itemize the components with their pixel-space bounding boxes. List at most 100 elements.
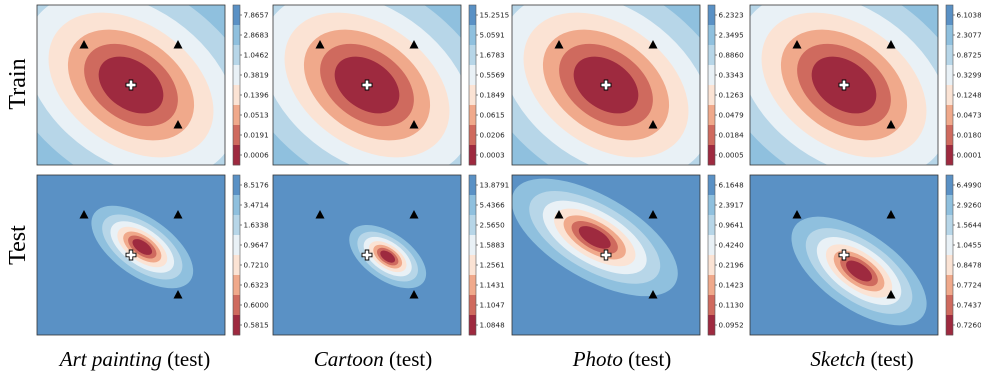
colorbar-tick-label: 5.0591 xyxy=(480,31,505,40)
colorbar-tick-label: 1.2561 xyxy=(480,261,505,270)
colorbar-segment xyxy=(708,105,715,126)
column-label-art-painting-suffix: (test) xyxy=(162,347,210,371)
colorbar-tick-label: 1.5883 xyxy=(480,241,505,250)
triangle-marker xyxy=(409,210,419,219)
colorbar-segment xyxy=(946,25,953,46)
colorbar-tick-label: 0.0473 xyxy=(957,111,981,120)
colorbar-tick-label: 1.0848 xyxy=(480,321,506,330)
triangle-marker xyxy=(173,120,183,129)
triangle-marker xyxy=(315,210,325,219)
triangle-marker xyxy=(173,40,183,49)
colorbar-tick-label: 1.6338 xyxy=(244,221,270,230)
triangle-marker xyxy=(315,40,325,49)
colorbar-tick-label: 0.3819 xyxy=(244,71,270,80)
colorbar-frame xyxy=(232,174,241,336)
colorbar: 7.8657 2.8683 1.0462 0.3819 0.1396 0.0513 0.01… xyxy=(232,4,270,166)
column-label-photo: Photo (test) xyxy=(572,347,672,371)
column-label-sketch-domain: Sketch xyxy=(810,347,865,371)
triangle-marker xyxy=(792,210,802,219)
triangle-marker xyxy=(886,210,896,219)
colorbar-segment xyxy=(233,315,240,336)
colorbar-segment xyxy=(469,235,476,256)
colorbar-tick-label: 0.1423 xyxy=(719,281,744,290)
panel-frame xyxy=(511,4,701,166)
colorbar-tick-label: 0.1396 xyxy=(244,91,270,100)
column-label-cartoon-suffix: (test) xyxy=(384,347,432,371)
colorbar-segment xyxy=(946,175,953,196)
contour-fill xyxy=(750,175,938,335)
colorbar: 8.5176 3.4714 1.6338 0.9647 0.7210 0.6323 0.60… xyxy=(232,174,270,336)
colorbar-segment xyxy=(469,315,476,336)
colorbar-segment xyxy=(233,125,240,146)
colorbar-segment xyxy=(708,85,715,106)
colorbar-segment xyxy=(233,145,240,166)
colorbar-segment xyxy=(469,145,476,166)
colorbar-tick-label: 6.1648 xyxy=(719,181,745,190)
colorbar-segment xyxy=(469,275,476,296)
colorbar-frame xyxy=(707,174,716,336)
colorbar-segment xyxy=(708,275,715,296)
triangle-marker xyxy=(886,120,896,129)
panel-test-cartoon: 13.8791 5.4366 2.5650 1.5883 1.2561 1.1431 1.1… xyxy=(272,174,509,336)
colorbar-segment xyxy=(233,105,240,126)
colorbar-segment xyxy=(946,105,953,126)
column-label-photo-domain: Photo xyxy=(572,347,623,371)
colorbar-segment xyxy=(233,25,240,46)
colorbar-segment xyxy=(946,85,953,106)
colorbar-tick-label: 0.0005 xyxy=(719,151,744,160)
colorbar-segment xyxy=(708,315,715,336)
contour-level-0 xyxy=(578,226,611,249)
colorbar-tick-label: 0.3343 xyxy=(719,71,744,80)
colorbar-segment xyxy=(469,5,476,26)
panel-frame xyxy=(36,4,226,166)
colorbar-tick-label: 1.1047 xyxy=(480,301,505,310)
colorbar: 6.1038 2.3077 0.8725 0.3299 0.1248 0.0473 0.01… xyxy=(945,4,981,166)
row-label-train: Train xyxy=(5,58,31,109)
triangle-marker xyxy=(886,40,896,49)
panel-frame xyxy=(511,174,701,336)
colorbar-segment xyxy=(469,25,476,46)
colorbar-segment xyxy=(946,45,953,66)
panel-test-sketch: 6.4990 2.9260 1.5644 1.0455 0.8478 0.7724 0.74… xyxy=(749,174,981,336)
panel-frame xyxy=(749,174,939,336)
colorbar-tick-label: 0.0513 xyxy=(244,111,269,120)
colorbar-tick-label: 0.4240 xyxy=(719,241,745,250)
triangle-marker xyxy=(792,40,802,49)
contour-level-0 xyxy=(380,250,396,263)
colorbar-segment xyxy=(708,215,715,236)
panel-frame xyxy=(36,174,226,336)
minimum-plus-marker xyxy=(838,249,850,261)
panel-test-photo: 6.1648 2.3917 0.9641 0.4240 0.2196 0.1423 0.11… xyxy=(511,174,745,336)
colorbar-tick-label: 2.9260 xyxy=(957,201,981,210)
colorbar-tick-label: 2.3917 xyxy=(719,201,744,210)
colorbar-segment xyxy=(946,315,953,336)
colorbar: 6.2323 2.3495 0.8860 0.3343 0.1263 0.0479 0.01… xyxy=(707,4,745,166)
triangle-marker xyxy=(79,40,89,49)
colorbar-tick-label: 0.1263 xyxy=(719,91,744,100)
colorbar-segment xyxy=(469,65,476,86)
colorbar-segment xyxy=(708,235,715,256)
colorbar-tick-label: 3.4714 xyxy=(244,201,270,210)
panel-train-sketch: 6.1038 2.3077 0.8725 0.3299 0.1248 0.0473 0.01… xyxy=(749,4,981,166)
colorbar-segment xyxy=(946,235,953,256)
colorbar-tick-label: 0.0184 xyxy=(719,131,745,140)
minimum-plus-marker xyxy=(600,249,612,261)
colorbar-segment xyxy=(233,45,240,66)
colorbar-frame xyxy=(707,4,716,166)
colorbar: 13.8791 5.4366 2.5650 1.5883 1.2561 1.1431 1.1… xyxy=(468,174,509,336)
colorbar-tick-label: 5.4366 xyxy=(480,201,506,210)
column-label-sketch-suffix: (test) xyxy=(865,347,913,371)
colorbar-tick-label: 0.7210 xyxy=(244,261,270,270)
colorbar-segment xyxy=(233,175,240,196)
colorbar-segment xyxy=(233,255,240,276)
colorbar-tick-label: 1.0462 xyxy=(244,51,269,60)
row-label-test: Test xyxy=(5,225,31,265)
column-label-cartoon-domain: Cartoon xyxy=(314,347,384,371)
colorbar-frame xyxy=(945,174,954,336)
colorbar-frame xyxy=(468,174,477,336)
colorbar-segment xyxy=(469,125,476,146)
colorbar-segment xyxy=(708,255,715,276)
colorbar-tick-label: 0.0615 xyxy=(480,111,505,120)
colorbar-tick-label: 0.3299 xyxy=(957,71,981,80)
